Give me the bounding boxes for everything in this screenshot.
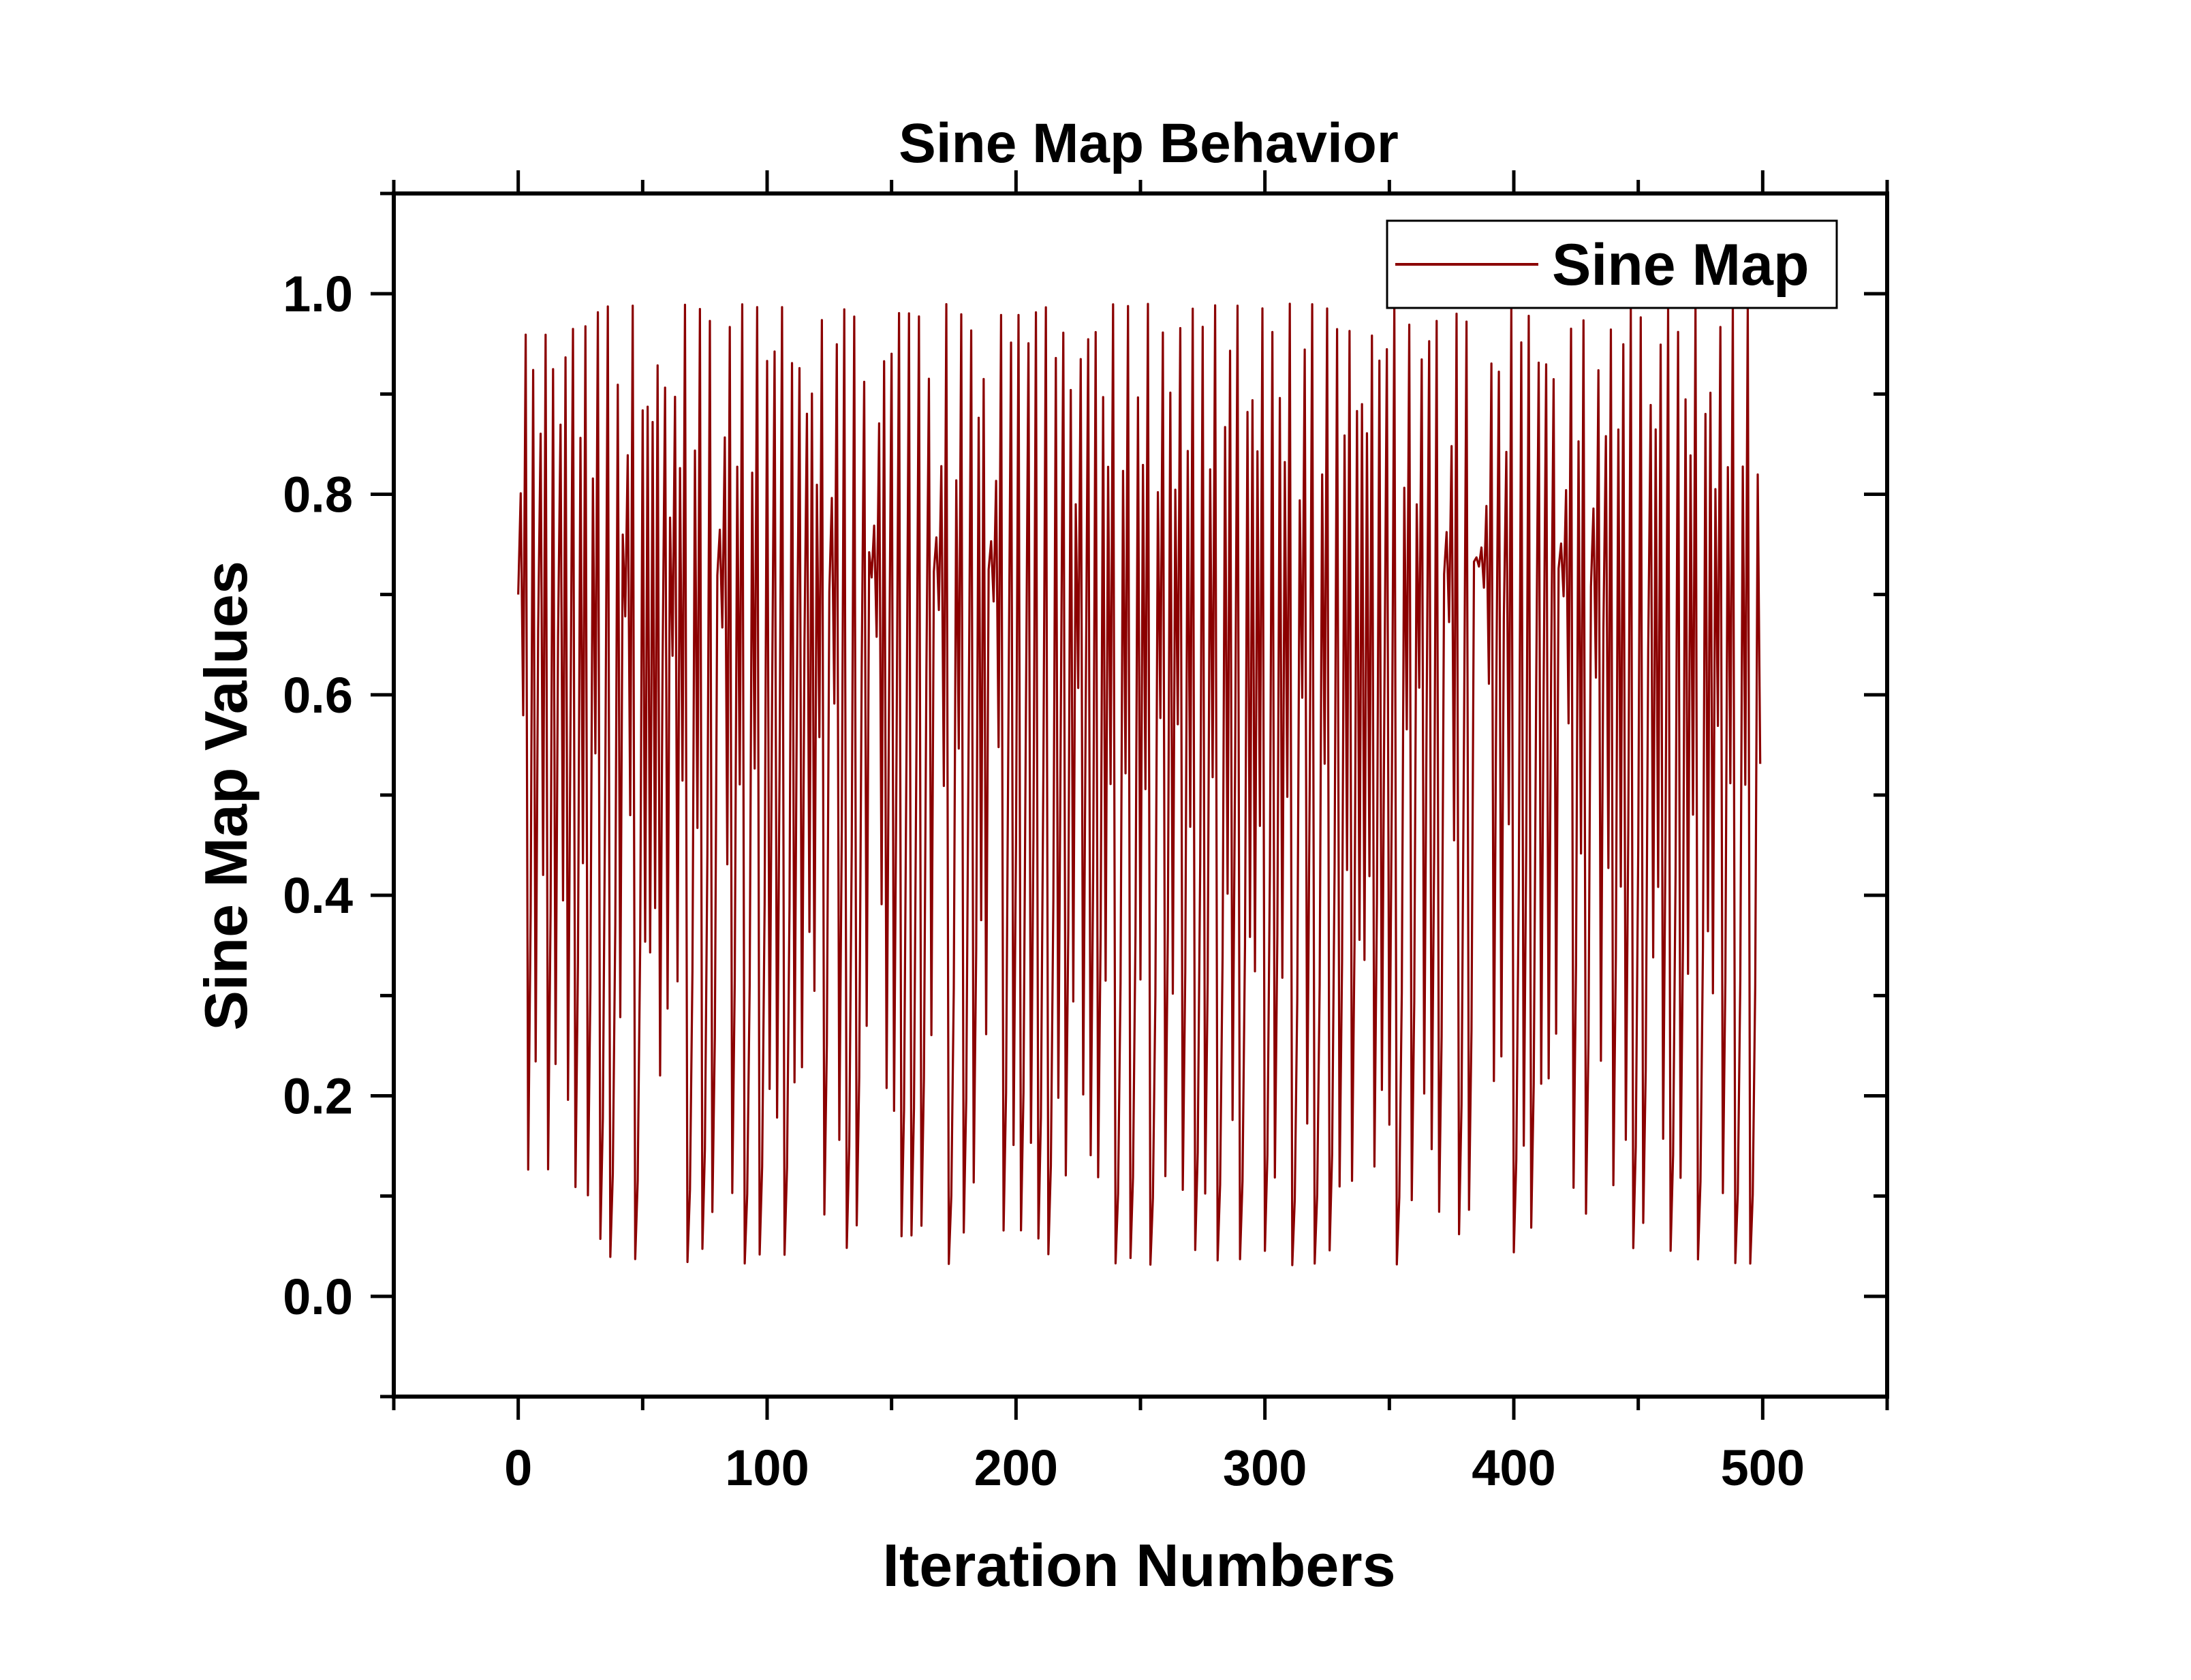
x-tick-label: 0 [504,1440,532,1496]
y-tick-label: 0.2 [283,1068,353,1125]
y-tick-label: 1.0 [283,266,353,322]
x-tick-label: 200 [974,1440,1058,1496]
plot-series-group [517,302,1762,1266]
y-axis-title: Sine Map Values [192,561,260,1031]
y-tick-label: 0.4 [283,867,353,924]
legend-entry-sine-map: Sine Map [1552,232,1809,298]
y-tick-label: 0.0 [283,1269,353,1325]
x-tick-label: 300 [1223,1440,1307,1496]
series-line-sine-map [517,302,1762,1266]
y-axis-ticks: 0.0 0.2 0.4 0.6 0.8 1.0 [283,191,1887,1399]
x-tick-label: 100 [725,1440,809,1496]
x-tick-label: 500 [1721,1440,1805,1496]
y-tick-label: 0.6 [283,667,353,724]
x-axis-title: Iteration Numbers [882,1531,1395,1599]
x-tick-label: 400 [1472,1440,1555,1496]
x-axis-ticks: 0 100 200 300 400 500 [392,170,1889,1496]
chart-title: Sine Map Behavior [899,112,1399,174]
y-tick-label: 0.8 [283,467,353,523]
legend: Sine Map [1386,219,1838,309]
